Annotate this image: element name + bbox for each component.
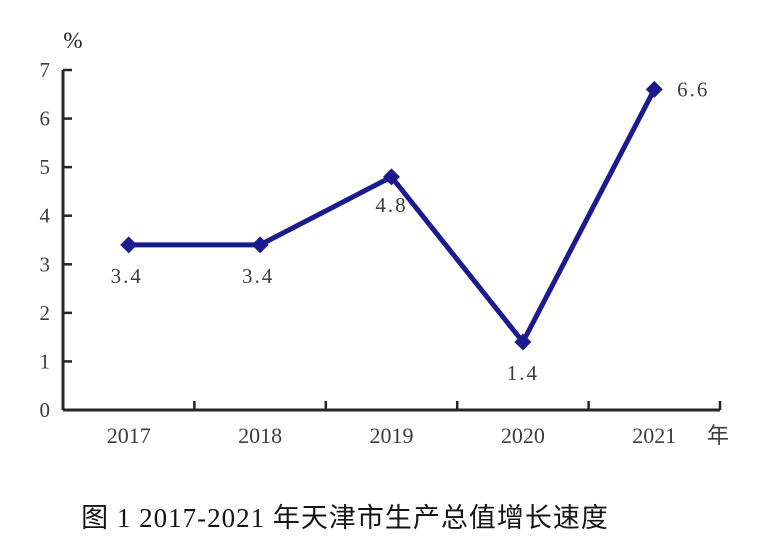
data-point-label: 6.6 (677, 77, 709, 101)
data-point-label: 1.4 (507, 361, 539, 385)
data-point-marker (514, 333, 532, 351)
y-tick-label: 2 (40, 301, 51, 325)
x-year-label: 2021 (632, 423, 676, 448)
y-tick-label: 1 (40, 349, 51, 373)
x-year-label: 2019 (370, 423, 414, 448)
figure-caption: 图 1 2017-2021 年天津市生产总值增长速度 (81, 503, 609, 533)
data-point-label: 3.4 (111, 264, 143, 288)
x-year-label: 2017 (107, 423, 151, 448)
percent-unit-label: % (63, 28, 82, 53)
data-point-marker (645, 80, 663, 98)
data-point-marker (120, 236, 138, 254)
x-year-label: 2020 (501, 423, 545, 448)
year-unit-label: 年 (707, 423, 729, 448)
y-tick-label: 3 (40, 252, 51, 276)
growth-line-chart: 0 1 2 3 4 5 6 7 2017 2018 2019 2020 2021% 年 3.4 3.4 4.8 1… (40, 28, 730, 448)
data-point-marker (251, 236, 269, 254)
y-tick-label: 4 (40, 204, 51, 228)
y-tick-label: 6 (40, 107, 51, 131)
data-point-label: 3.4 (242, 264, 274, 288)
data-point-label: 4.8 (375, 193, 407, 217)
data-point-marker (383, 168, 400, 186)
x-year-label: 2018 (238, 423, 282, 448)
y-tick-label: 7 (40, 58, 51, 82)
y-tick-label: 0 (40, 398, 51, 422)
y-tick-label: 5 (40, 155, 51, 179)
